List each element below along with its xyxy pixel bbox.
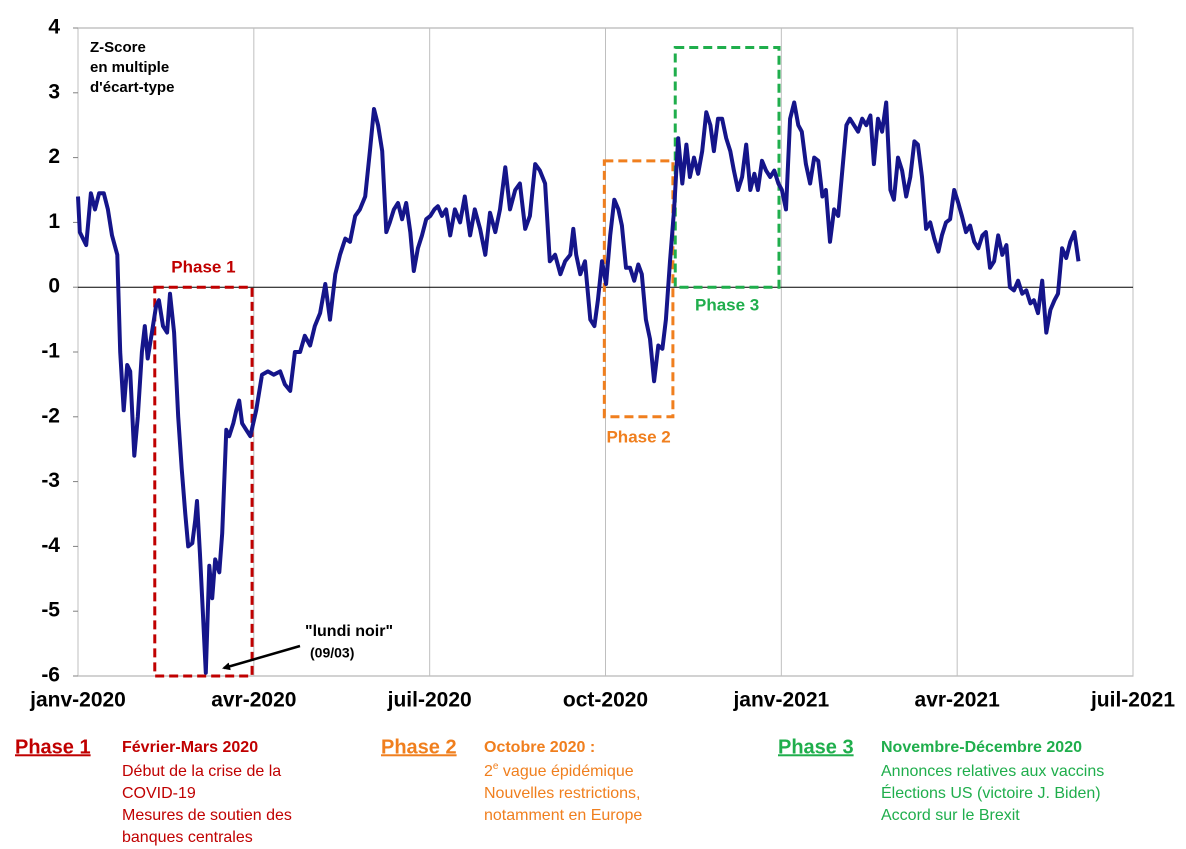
note-line: Mesures de soutien des xyxy=(122,807,292,824)
note-title: Phase 2 xyxy=(381,736,457,758)
x-tick-label: janv-2021 xyxy=(732,689,829,712)
y-axis-label: d'écart-type xyxy=(90,79,174,96)
x-tick-label: juil-2021 xyxy=(1090,689,1175,712)
note-line: banques centrales xyxy=(122,829,253,846)
x-tick-label: oct-2020 xyxy=(563,689,648,712)
y-axis-label: en multiple xyxy=(90,59,169,76)
x-tick-label: janv-2020 xyxy=(29,689,126,712)
note-line: notamment en Europe xyxy=(484,807,642,824)
y-tick-label: -3 xyxy=(41,469,60,492)
note-line: Accord sur le Brexit xyxy=(881,807,1020,824)
y-tick-label: -6 xyxy=(41,664,60,687)
note-superscript: e xyxy=(493,761,499,772)
callout-arrow xyxy=(222,644,301,671)
callout-text: (09/03) xyxy=(310,645,354,661)
x-tick-label: juil-2020 xyxy=(387,689,472,712)
x-tick-label: avr-2021 xyxy=(915,689,1001,712)
callout-text: "lundi noir" xyxy=(305,623,393,640)
note-line: Nouvelles restrictions, xyxy=(484,785,641,802)
y-tick-label: -5 xyxy=(41,599,60,622)
note-text: vague épidémique xyxy=(498,763,633,780)
y-tick-label: -2 xyxy=(41,404,60,427)
y-tick-label: 4 xyxy=(48,16,60,39)
note-line: COVID-19 xyxy=(122,785,196,802)
phase-label: Phase 1 xyxy=(171,258,235,277)
y-tick-label: 1 xyxy=(48,210,60,233)
y-tick-label: 0 xyxy=(48,275,60,298)
phase-label: Phase 3 xyxy=(695,296,759,315)
note-line: Début de la crise de la xyxy=(122,763,281,780)
y-tick-label: -1 xyxy=(41,340,60,363)
phase-box xyxy=(153,285,254,678)
y-tick-label: 3 xyxy=(48,80,60,103)
note-title: Phase 3 xyxy=(778,736,854,758)
data-line xyxy=(76,100,1081,675)
note-title: Phase 1 xyxy=(15,736,91,758)
phase-label: Phase 2 xyxy=(606,427,670,446)
x-tick-label: avr-2020 xyxy=(211,689,296,712)
phase-box xyxy=(602,159,675,419)
y-tick-label: -4 xyxy=(41,534,60,557)
note-line: Annonces relatives aux vaccins xyxy=(881,763,1104,780)
y-axis-label: Z-Score xyxy=(90,39,146,56)
note-heading: Février-Mars 2020 xyxy=(122,739,258,756)
note-line: Élections US (victoire J. Biden) xyxy=(881,783,1101,802)
y-tick-label: 2 xyxy=(48,145,60,168)
note-heading: Novembre-Décembre 2020 xyxy=(881,739,1082,756)
note-heading: Octobre 2020 : xyxy=(484,739,595,756)
note-line: 2e vague épidémique xyxy=(484,761,634,781)
note-text: 2 xyxy=(484,763,493,780)
